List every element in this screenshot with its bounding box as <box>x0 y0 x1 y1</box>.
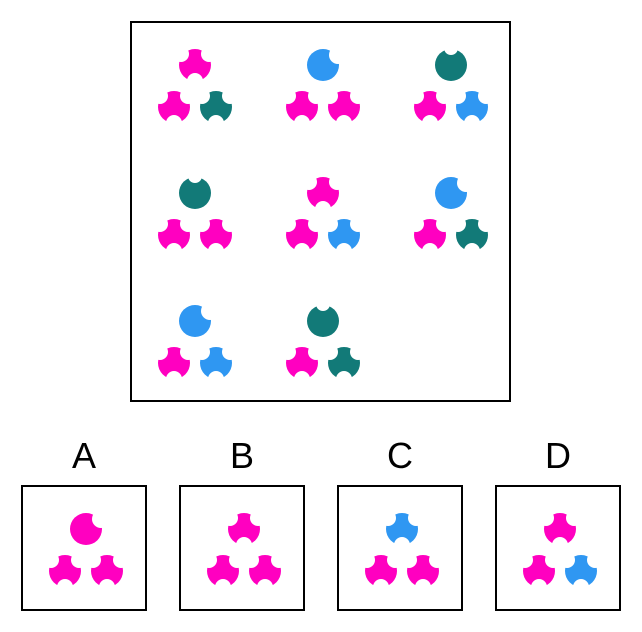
matrix-cell <box>278 299 368 389</box>
matrix-cell-empty <box>406 299 496 389</box>
matrix-cell-figure <box>280 299 366 387</box>
matrix-cell-figure <box>152 46 238 131</box>
pacman-icon <box>70 510 110 545</box>
trefoil-icon <box>322 216 366 259</box>
option-d[interactable] <box>495 485 621 611</box>
trefoil-icon <box>222 510 266 553</box>
trefoil-icon <box>408 88 452 131</box>
option-label-b: B <box>229 435 254 476</box>
trefoil-icon <box>450 216 494 259</box>
notched-icon <box>179 171 211 209</box>
trefoil-icon <box>243 552 287 595</box>
trefoil-icon <box>43 552 87 595</box>
matrix-cell <box>150 299 240 389</box>
option-c[interactable] <box>337 485 463 611</box>
trefoil-icon <box>301 174 345 217</box>
option-label-d: D <box>545 435 571 476</box>
trefoil-icon <box>538 510 582 553</box>
trefoil-icon <box>194 88 238 131</box>
matrix-cell <box>150 171 240 261</box>
option-figure <box>201 510 287 595</box>
trefoil-icon <box>152 216 196 259</box>
matrix-cell-figure <box>152 302 238 387</box>
trefoil-icon <box>322 88 366 131</box>
option-figure <box>43 510 129 595</box>
trefoil-icon <box>201 552 245 595</box>
trefoil-icon <box>380 510 424 553</box>
pacman-icon <box>179 302 219 337</box>
matrix-cell <box>406 171 496 261</box>
trefoil-icon <box>152 88 196 131</box>
option-figure <box>359 510 445 595</box>
trefoil-icon <box>280 216 324 259</box>
trefoil-icon <box>173 46 217 89</box>
trefoil-icon <box>401 552 445 595</box>
notched-icon <box>307 299 339 337</box>
option-b[interactable] <box>179 485 305 611</box>
trefoil-icon <box>322 344 366 387</box>
option-label-a: A <box>71 435 96 476</box>
matrix-cell-figure <box>408 174 494 259</box>
option-a[interactable] <box>21 485 147 611</box>
trefoil-icon <box>559 552 603 595</box>
trefoil-icon <box>280 344 324 387</box>
trefoil-icon <box>280 88 324 131</box>
matrix-cell-figure <box>408 43 494 131</box>
option-label-c: C <box>387 435 413 476</box>
matrix-cell <box>278 43 368 133</box>
matrix-cell <box>406 43 496 133</box>
pacman-icon <box>307 46 347 81</box>
trefoil-icon <box>450 88 494 131</box>
trefoil-icon <box>152 344 196 387</box>
matrix-cell-figure <box>280 174 366 259</box>
trefoil-icon <box>517 552 561 595</box>
matrix-cell-figure <box>280 46 366 131</box>
matrix-cell <box>278 171 368 261</box>
matrix-cell-figure <box>152 171 238 259</box>
trefoil-icon <box>359 552 403 595</box>
trefoil-icon <box>85 552 129 595</box>
trefoil-icon <box>194 344 238 387</box>
puzzle-matrix <box>130 21 511 402</box>
trefoil-icon <box>408 216 452 259</box>
option-figure <box>517 510 603 595</box>
pacman-icon <box>435 174 475 209</box>
notched-icon <box>435 43 467 81</box>
trefoil-icon <box>194 216 238 259</box>
matrix-cell <box>150 43 240 133</box>
